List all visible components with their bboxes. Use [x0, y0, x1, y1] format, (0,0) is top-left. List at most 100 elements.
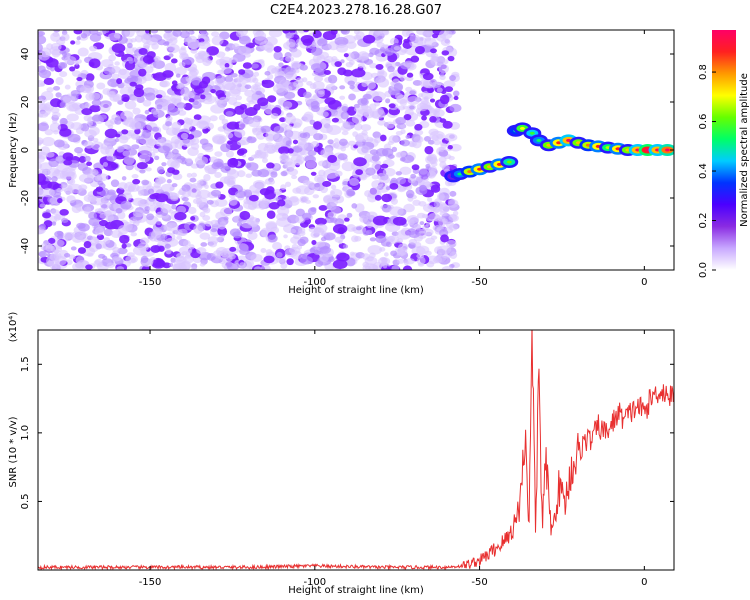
spectrogram-noise-blob — [318, 204, 328, 211]
spectrogram-noise-blob — [314, 223, 328, 233]
spectrogram-noise-blob — [440, 234, 449, 243]
spectrogram-noise-blob — [356, 145, 370, 155]
spectrogram-noise-blob — [429, 116, 437, 123]
spectrogram-noise-blob — [124, 30, 135, 38]
spectrogram-noise-blob — [224, 46, 231, 52]
spectrogram-noise-blob — [202, 57, 212, 67]
spectrogram-noise-blob — [38, 250, 47, 258]
y-tick-label: 40 — [20, 48, 31, 61]
spectrogram-noise-blob — [91, 236, 97, 241]
spectrogram-noise-blob — [291, 175, 298, 180]
snr-scale-label: (x10⁴) — [8, 312, 19, 343]
spectrogram-noise-blob — [95, 243, 102, 250]
spectrogram-noise-blob — [49, 122, 62, 133]
spectrogram-noise-blob — [118, 135, 129, 144]
spectrogram-noise-blob — [351, 68, 366, 78]
spectrogram-noise-blob — [300, 35, 314, 44]
spectrogram-noise-blob — [297, 238, 306, 247]
snr-ylabel: SNR (10 * v/v) — [8, 416, 19, 487]
spectrogram-noise-blob — [268, 179, 275, 185]
spectrogram-noise-blob — [348, 93, 356, 101]
spectrogram-noise-blob — [361, 253, 370, 260]
spectrogram-noise-blob — [351, 227, 358, 232]
spectrogram-noise-blob — [413, 136, 424, 144]
spectrogram-noise-blob — [94, 226, 104, 236]
spectrogram-noise-blob — [447, 55, 455, 62]
spectrogram-noise-blob — [63, 187, 74, 195]
spectrogram-noise-blob — [211, 162, 221, 170]
spectrogram-noise-blob — [422, 72, 434, 81]
spectrogram-noise-blob — [448, 155, 455, 161]
spectrogram-noise-blob — [51, 209, 60, 215]
spectrogram-noise-blob — [78, 184, 88, 191]
spectrogram-noise-blob — [403, 113, 412, 121]
spectrogram-noise-blob — [276, 199, 286, 207]
spectrogram-noise-blob — [107, 124, 114, 129]
spectrogram-noise-blob — [313, 121, 323, 130]
spectrogram-noise-blob — [108, 91, 115, 97]
spectrogram-noise-blob — [164, 62, 177, 73]
spectrogram-noise-blob — [295, 208, 305, 217]
spectrogram-noise-blob — [77, 162, 89, 171]
spectrogram-noise-blob — [355, 226, 362, 231]
spectrogram-noise-blob — [437, 192, 445, 201]
spectrogram-noise-blob — [382, 264, 388, 269]
spectrogram-noise-blob — [349, 251, 355, 256]
spectrogram-noise-blob — [217, 226, 228, 237]
spectrogram-noise-blob — [285, 181, 292, 187]
spectrogram-noise-blob — [354, 203, 365, 213]
spectrogram-noise-blob — [142, 129, 151, 139]
spectrogram-noise-blob — [257, 59, 265, 65]
spectrogram-noise-blob — [353, 30, 360, 35]
spectrogram-noise-blob — [260, 247, 267, 253]
spectrogram-noise-blob — [439, 30, 453, 40]
spectrogram-noise-blob — [174, 67, 187, 76]
spectrogram-noise-blob — [421, 213, 429, 219]
spectrogram-noise-blob — [75, 40, 81, 45]
spectrogram-noise-blob — [132, 178, 141, 185]
spectrogram-noise-blob — [264, 36, 278, 46]
spectrogram-noise-blob — [301, 212, 312, 220]
spectrogram-noise-blob — [101, 30, 110, 34]
spectrogram-noise-blob — [264, 71, 271, 76]
spectrogram-noise-blob — [219, 221, 227, 227]
spectrogram-noise-blob — [74, 147, 84, 154]
spectrogram-noise-blob — [404, 258, 415, 265]
spectrogram-noise-blob — [426, 87, 435, 94]
spectrogram-noise-blob — [371, 179, 384, 189]
spectrogram-noise-blob — [62, 170, 75, 180]
spectrogram-noise-blob — [192, 198, 203, 205]
spectrogram-noise-blob — [436, 87, 443, 93]
spectrogram-noise-blob — [203, 173, 211, 182]
spectrogram-noise-blob — [230, 72, 238, 78]
spectrogram-noise-blob — [172, 30, 182, 37]
spectrogram-noise-blob — [59, 128, 72, 137]
spectrogram-noise-blob — [86, 252, 94, 257]
spectrogram-noise-blob — [88, 126, 100, 136]
spectrogram-noise-blob — [282, 101, 293, 109]
spectrogram-noise-blob — [313, 75, 324, 82]
spectrogram-noise-blob — [369, 149, 379, 156]
spectrogram-noise-blob — [200, 242, 208, 247]
spectrogram-noise-blob — [117, 69, 131, 79]
spectrogram-noise-blob — [453, 95, 459, 101]
spectrogram-noise-blob — [400, 139, 411, 147]
spectrogram-noise-blob — [285, 140, 292, 147]
spectrogram-noise-blob — [337, 153, 348, 161]
spectrogram-noise-blob — [127, 185, 135, 192]
spectrogram-noise-blob — [371, 154, 380, 162]
spectrogram-noise-blob — [104, 128, 118, 139]
spectrogram-noise-blob — [260, 264, 271, 270]
spectrogram-noise-blob — [253, 266, 262, 270]
spectrogram-noise-blob — [376, 42, 385, 48]
spectrogram-noise-blob — [414, 45, 425, 55]
spectrogram-noise-blob — [39, 103, 51, 111]
spectrogram-noise-blob — [124, 100, 137, 110]
spectrogram-noise-blob — [177, 228, 188, 237]
spectrogram-noise-blob — [321, 111, 329, 118]
spectrogram-noise-blob — [264, 107, 274, 115]
spectrogram-noise-blob — [258, 203, 266, 210]
spectrogram-noise-blob — [360, 124, 372, 131]
spectrogram-noise-blob — [149, 236, 157, 242]
spectrogram-noise-blob — [338, 138, 348, 146]
